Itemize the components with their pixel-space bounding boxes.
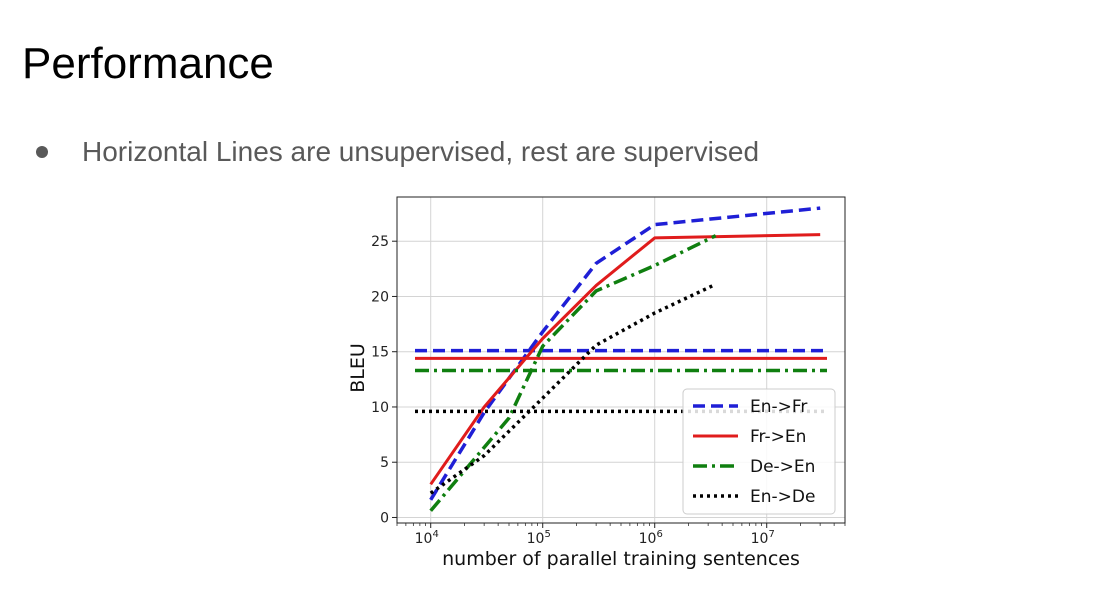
y-axis-label: BLEU xyxy=(347,343,369,393)
y-tick-label: 0 xyxy=(380,510,389,526)
series-line-de-to-en xyxy=(429,234,717,512)
legend-box xyxy=(682,388,836,515)
y-tick-label: 10 xyxy=(371,400,389,416)
x-tick-label: 105 xyxy=(527,529,551,547)
slide-title: Performance xyxy=(22,39,274,88)
series-line-en-to-fr xyxy=(429,206,821,501)
y-tick-label: 5 xyxy=(380,455,389,471)
x-tick-label: 107 xyxy=(751,529,775,547)
series-line-fr-to-en xyxy=(429,233,821,486)
bullet-dot-icon xyxy=(36,146,48,158)
x-axis-label: number of parallel training sentences xyxy=(442,548,800,570)
bullet-item: Horizontal Lines are unsupervised, rest … xyxy=(36,136,759,168)
plot-frame xyxy=(396,196,846,524)
y-tick-label: 15 xyxy=(371,345,389,361)
legend-label: En->De xyxy=(750,487,815,507)
legend-label: Fr->En xyxy=(750,427,806,447)
y-tick-label: 20 xyxy=(371,289,389,305)
legend-label: En->Fr xyxy=(750,397,807,417)
x-tick-label: 104 xyxy=(415,529,439,547)
y-tick-label: 25 xyxy=(371,234,389,250)
bullet-text: Horizontal Lines are unsupervised, rest … xyxy=(82,136,760,167)
legend-label: De->En xyxy=(750,457,815,477)
x-tick-label: 106 xyxy=(639,529,663,547)
